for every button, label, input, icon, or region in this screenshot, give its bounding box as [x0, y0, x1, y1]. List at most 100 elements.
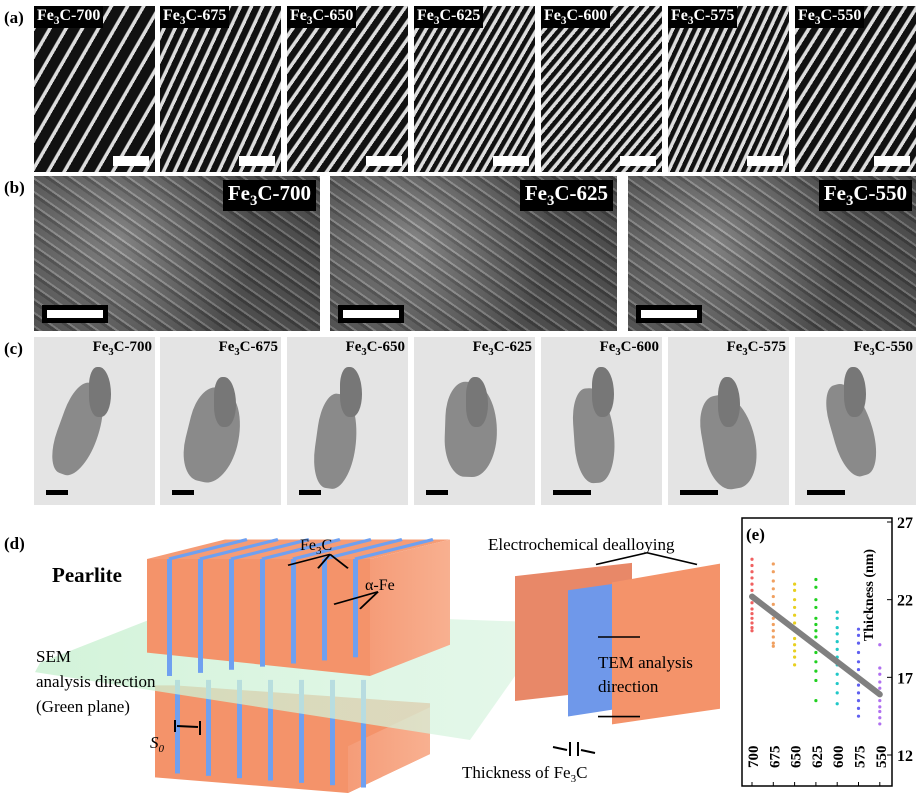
data-point [856, 714, 861, 718]
cementite-lamella [167, 559, 172, 676]
y-axis-label: Thickness (nm) [862, 549, 877, 642]
data-point [771, 570, 775, 574]
thickness-marker [552, 742, 596, 756]
data-point [771, 616, 775, 620]
data-point [814, 678, 818, 683]
fe3c-flake [340, 367, 362, 417]
cementite-lamella-top [354, 538, 434, 561]
lamellae-texture [414, 6, 535, 172]
data-point [878, 705, 882, 709]
cementite-lamella [229, 559, 234, 670]
scale-bar [426, 490, 448, 495]
alpha-fe-label: α-Fe [365, 577, 395, 594]
dealloying-label: Electrochemical dealloying [488, 535, 675, 554]
cementite-lamella-top [323, 538, 403, 561]
image-label: Fe3C-675 [218, 339, 278, 358]
x-tick-label: 650 [789, 746, 805, 769]
fe3c-flake [214, 377, 236, 427]
image-label: Fe3C-575 [668, 6, 738, 29]
fe3c-flake [176, 383, 250, 488]
data-point [856, 683, 861, 687]
cementite-lamella [299, 679, 304, 783]
panel-label-b: (b) [4, 178, 25, 197]
thickness-chart: (e) Thickness (nm) 700 675 650 625 600 575 550… [741, 515, 913, 787]
fe3c-flake [844, 367, 866, 417]
data-point [856, 641, 861, 645]
ferrite-plate-right [612, 563, 720, 725]
cementite-lamella [237, 679, 242, 779]
cementite-lamella [260, 559, 265, 667]
image-label: Fe3C-600 [541, 6, 611, 29]
data-point [793, 613, 797, 617]
cementite-lamella [198, 559, 203, 673]
lamellae-texture [287, 6, 408, 172]
data-point [793, 621, 797, 625]
data-point [878, 643, 882, 647]
y-tick-label: 12 [897, 748, 913, 765]
cementite-lamella [361, 679, 366, 788]
tem-image: Fe3C-550 [795, 337, 916, 505]
fe3c-label: Fe3C [300, 537, 332, 557]
lamellae-texture [541, 6, 662, 172]
sem-porous-image: Fe3C-700 [34, 176, 320, 331]
data-point [793, 582, 797, 586]
data-point [856, 650, 861, 655]
x-tick-label: 675 [767, 746, 783, 769]
scale-bar [874, 156, 910, 166]
y-tick-label: 22 [897, 593, 913, 610]
data-point [750, 570, 754, 574]
tem-image: Fe3C-575 [668, 337, 789, 505]
data-point [878, 680, 882, 684]
cementite-lamella-top [292, 538, 372, 561]
data-point [814, 622, 818, 627]
data-point [814, 669, 818, 673]
sem-stripe-image: Fe3C-575 [668, 6, 789, 172]
scale-bar [113, 156, 149, 166]
image-label: Fe3C-600 [599, 339, 659, 358]
data-point [771, 635, 775, 639]
image-label: Fe3C-650 [287, 6, 357, 29]
data-point [835, 681, 839, 686]
data-point [771, 629, 775, 633]
fe3c-flake [718, 377, 740, 427]
data-point [814, 577, 818, 582]
x-tick-label: 625 [810, 746, 826, 769]
data-point [856, 691, 861, 695]
sem-stripe-image: Fe3C-675 [160, 6, 281, 172]
scale-bar [366, 156, 402, 166]
cementite-lamella [206, 679, 211, 776]
cementite-lamella [330, 679, 335, 786]
cementite-lamella [268, 679, 273, 781]
data-point [793, 598, 797, 602]
y-tick-label: 17 [897, 670, 913, 687]
data-point [856, 627, 861, 631]
scale-bar [620, 156, 656, 166]
image-label: Fe3C-675 [160, 6, 230, 29]
image-label: Fe3C-700 [34, 6, 104, 29]
fe3c-flake [89, 367, 111, 417]
data-point [750, 563, 754, 568]
data-point [750, 616, 754, 620]
sem-porous-image: Fe3C-550 [628, 176, 916, 331]
data-point [771, 644, 775, 648]
pearlite-diagram: Pearlite Fe3C α-Fe SEM analysis directio… [35, 535, 720, 793]
data-point [835, 626, 839, 630]
sem-label-2: analysis direction [36, 672, 156, 691]
data-point [793, 605, 797, 610]
data-point [856, 633, 861, 637]
data-point [771, 641, 775, 645]
scale-bar [553, 490, 591, 495]
data-point [771, 622, 775, 627]
fe3c-flake [592, 367, 614, 417]
lamellae-texture [668, 6, 789, 172]
scale-bar [172, 490, 194, 495]
data-point [793, 655, 797, 659]
data-point [750, 576, 754, 580]
s0-marker [174, 720, 201, 735]
thickness-label: Thickness of Fe3C [462, 763, 587, 785]
scale-bar [46, 490, 68, 495]
image-label: Fe3C-625 [519, 180, 613, 212]
data-point [878, 686, 882, 690]
data-point [750, 629, 754, 633]
